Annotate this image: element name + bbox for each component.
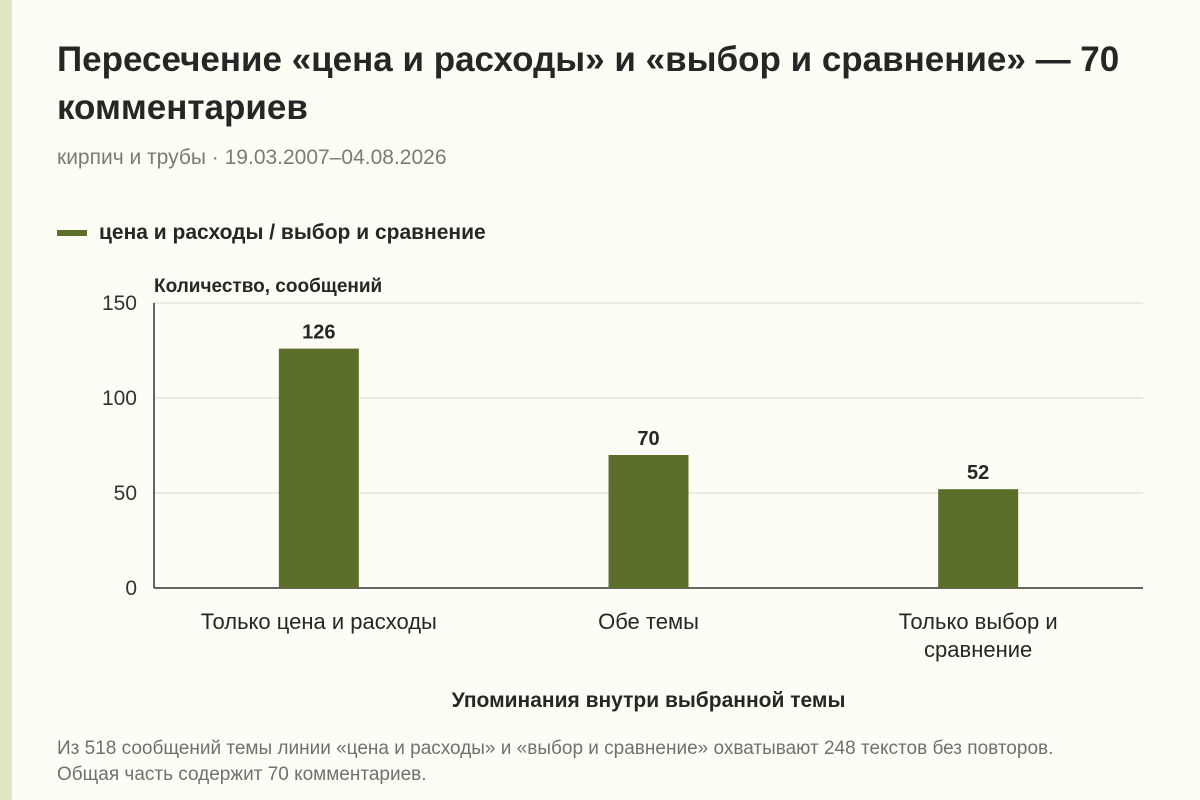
- x-axis-label: Упоминания внутри выбранной темы: [452, 689, 846, 712]
- bar-value-label: 126: [302, 322, 335, 344]
- footnote: Из 518 сообщений темы линии «цена и расх…: [57, 738, 1054, 785]
- y-tick-label: 150: [102, 292, 137, 315]
- x-tick-label: Только цена и расходы: [201, 609, 437, 634]
- bar-value-label: 52: [967, 462, 989, 484]
- legend-label: цена и расходы / выбор и сравнение: [99, 221, 486, 244]
- y-tick-label: 0: [125, 577, 137, 600]
- bar: [608, 455, 689, 588]
- legend-swatch: [57, 230, 87, 236]
- chart-subtitle: кирпич и трубы · 19.03.2007–04.08.2026: [57, 146, 447, 169]
- y-tick-label: 100: [102, 387, 137, 410]
- y-axis-label: Количество, сообщений: [154, 276, 382, 297]
- chart-title: Пересечение «цена и расходы» и «выбор и …: [57, 40, 1120, 127]
- bar: [278, 348, 359, 588]
- x-tick-label: Обе темы: [598, 609, 699, 634]
- left-accent-stripe: [0, 0, 12, 800]
- bar-value-label: 70: [637, 428, 659, 450]
- x-tick-label: сравнение: [924, 637, 1032, 662]
- bar: [938, 489, 1019, 588]
- x-tick-label: Только выбор и: [899, 609, 1058, 634]
- y-tick-label: 50: [114, 482, 137, 505]
- legend: цена и расходы / выбор и сравнение: [57, 219, 486, 247]
